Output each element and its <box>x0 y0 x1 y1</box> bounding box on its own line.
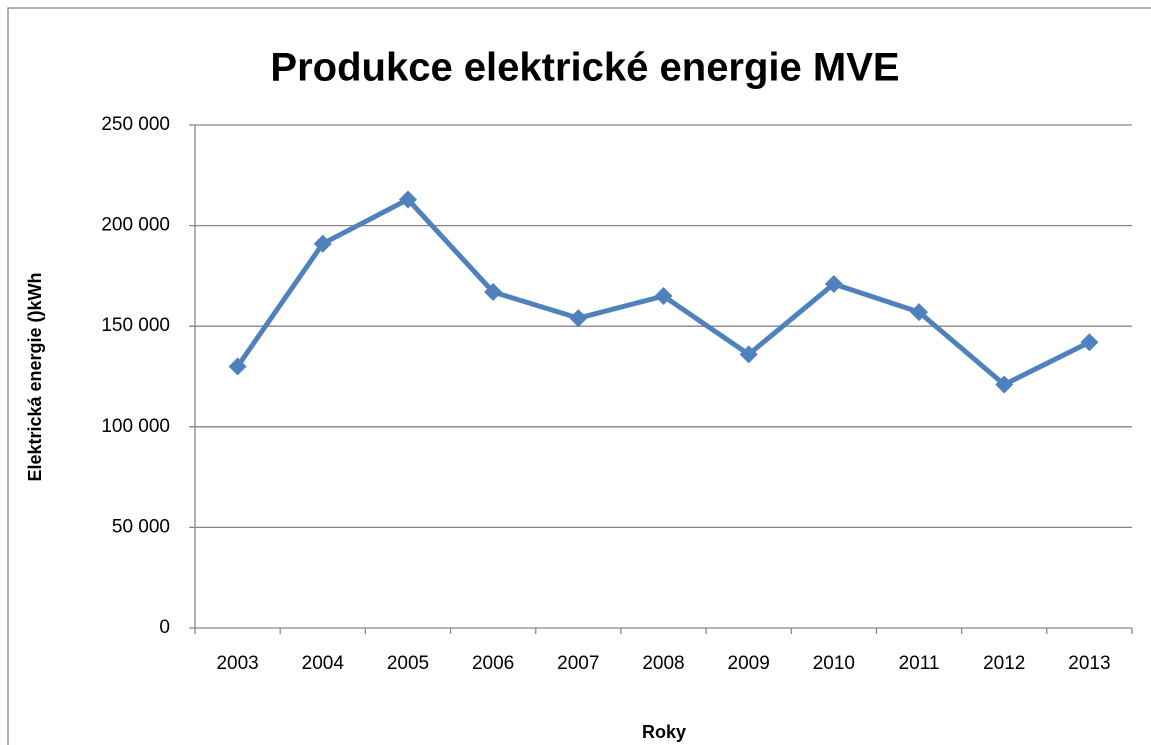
chart-title: Produkce elektrické energie MVE <box>270 46 899 90</box>
x-tick-label: 2012 <box>983 653 1025 674</box>
x-tick-label: 2005 <box>387 653 429 674</box>
marker <box>995 375 1014 394</box>
marker <box>739 345 758 364</box>
x-tick-label: 2011 <box>899 653 940 674</box>
marker <box>484 282 503 301</box>
x-tick-label: 2010 <box>813 653 855 674</box>
x-tick-label: 2009 <box>728 653 770 674</box>
x-tick-label: 2004 <box>302 653 345 674</box>
chart-frame <box>7 7 1151 745</box>
y-tick-label: 250 000 <box>101 114 170 135</box>
x-tick-label: 2008 <box>642 653 684 674</box>
marker <box>569 309 588 328</box>
marker <box>313 234 332 253</box>
x-tick-label: 2013 <box>1068 653 1110 674</box>
y-tick-label: 150 000 <box>101 315 170 336</box>
marker <box>1080 333 1099 352</box>
x-tick-label: 2006 <box>472 653 514 674</box>
y-tick-label: 100 000 <box>101 416 170 437</box>
marker <box>910 303 929 322</box>
y-tick-label: 0 <box>159 617 170 638</box>
y-tick-label: 200 000 <box>101 215 170 236</box>
marker <box>398 190 417 209</box>
y-axis-label: Elektrická energie ()kWh <box>25 272 45 481</box>
y-tick-label: 50 000 <box>112 516 170 537</box>
marker <box>824 274 843 293</box>
marker <box>228 357 247 376</box>
x-tick-label: 2003 <box>216 653 258 674</box>
x-tick-label: 2007 <box>557 653 599 674</box>
x-axis-label: Roky <box>642 722 686 742</box>
marker <box>654 287 673 306</box>
